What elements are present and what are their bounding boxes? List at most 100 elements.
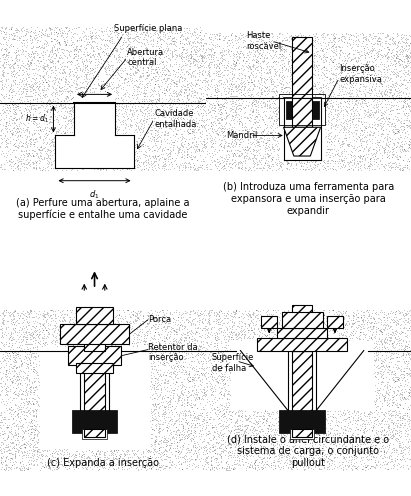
Point	[204, 135, 210, 143]
Point	[195, 57, 202, 64]
Point	[349, 148, 355, 156]
Point	[302, 50, 308, 58]
Point	[28, 104, 34, 112]
Point	[211, 355, 217, 363]
Point	[339, 138, 346, 146]
Point	[217, 407, 224, 415]
Point	[217, 457, 224, 465]
Point	[281, 310, 288, 317]
Point	[171, 149, 178, 157]
Point	[144, 453, 150, 461]
Point	[404, 364, 411, 372]
Point	[9, 130, 16, 138]
Point	[153, 39, 160, 47]
Point	[35, 53, 42, 61]
Point	[124, 58, 131, 65]
Point	[388, 37, 395, 45]
Point	[328, 103, 335, 111]
Point	[144, 461, 150, 469]
Point	[233, 92, 239, 100]
Point	[387, 86, 393, 94]
Point	[232, 156, 239, 164]
Point	[30, 434, 37, 442]
Point	[139, 165, 145, 173]
Point	[90, 47, 96, 55]
Point	[33, 322, 39, 330]
Point	[281, 34, 288, 42]
Point	[56, 29, 63, 37]
Point	[246, 74, 253, 82]
Point	[371, 40, 377, 48]
Point	[372, 357, 379, 365]
Point	[384, 348, 390, 356]
Point	[155, 373, 162, 381]
Point	[17, 108, 24, 116]
Point	[252, 463, 259, 471]
Point	[275, 461, 282, 469]
Point	[145, 63, 151, 71]
Point	[23, 315, 30, 323]
Point	[406, 366, 411, 373]
Point	[157, 372, 164, 380]
Point	[140, 140, 147, 148]
Point	[62, 29, 69, 37]
Point	[387, 414, 394, 422]
Point	[362, 91, 368, 99]
Point	[186, 382, 192, 390]
Point	[272, 115, 279, 123]
Point	[193, 352, 199, 360]
Point	[397, 31, 404, 39]
Point	[349, 445, 355, 453]
Point	[206, 314, 212, 322]
Point	[179, 394, 186, 402]
Point	[63, 445, 70, 453]
Point	[69, 341, 76, 349]
Point	[249, 60, 256, 68]
Point	[14, 95, 20, 103]
Point	[44, 99, 50, 107]
Point	[400, 120, 407, 127]
Point	[48, 112, 55, 120]
Point	[51, 73, 58, 81]
Point	[264, 146, 271, 154]
Point	[201, 118, 208, 125]
Point	[13, 129, 20, 137]
Point	[356, 142, 362, 150]
Point	[226, 401, 232, 409]
Point	[192, 324, 198, 332]
Point	[27, 100, 33, 108]
Point	[86, 86, 93, 94]
Point	[254, 306, 261, 314]
Point	[0, 53, 6, 61]
Point	[71, 24, 77, 32]
Point	[189, 128, 196, 136]
Point	[101, 81, 108, 89]
Point	[397, 152, 404, 160]
Point	[206, 319, 212, 327]
Point	[348, 456, 354, 464]
Point	[63, 323, 69, 331]
Point	[357, 162, 363, 170]
Point	[228, 89, 235, 97]
Point	[224, 422, 231, 430]
Point	[96, 165, 103, 173]
Point	[176, 26, 183, 34]
Point	[204, 138, 210, 146]
Point	[44, 39, 51, 47]
Point	[28, 152, 34, 160]
Point	[46, 464, 53, 472]
Point	[330, 40, 337, 48]
Point	[83, 336, 90, 344]
Point	[213, 347, 220, 355]
Point	[196, 68, 203, 76]
Point	[296, 64, 302, 72]
Point	[376, 78, 383, 86]
Point	[144, 327, 150, 335]
Point	[139, 140, 145, 148]
Point	[222, 131, 229, 139]
Point	[354, 76, 360, 84]
Point	[37, 62, 44, 70]
Point	[145, 71, 152, 79]
Point	[147, 393, 153, 401]
Point	[314, 428, 321, 435]
